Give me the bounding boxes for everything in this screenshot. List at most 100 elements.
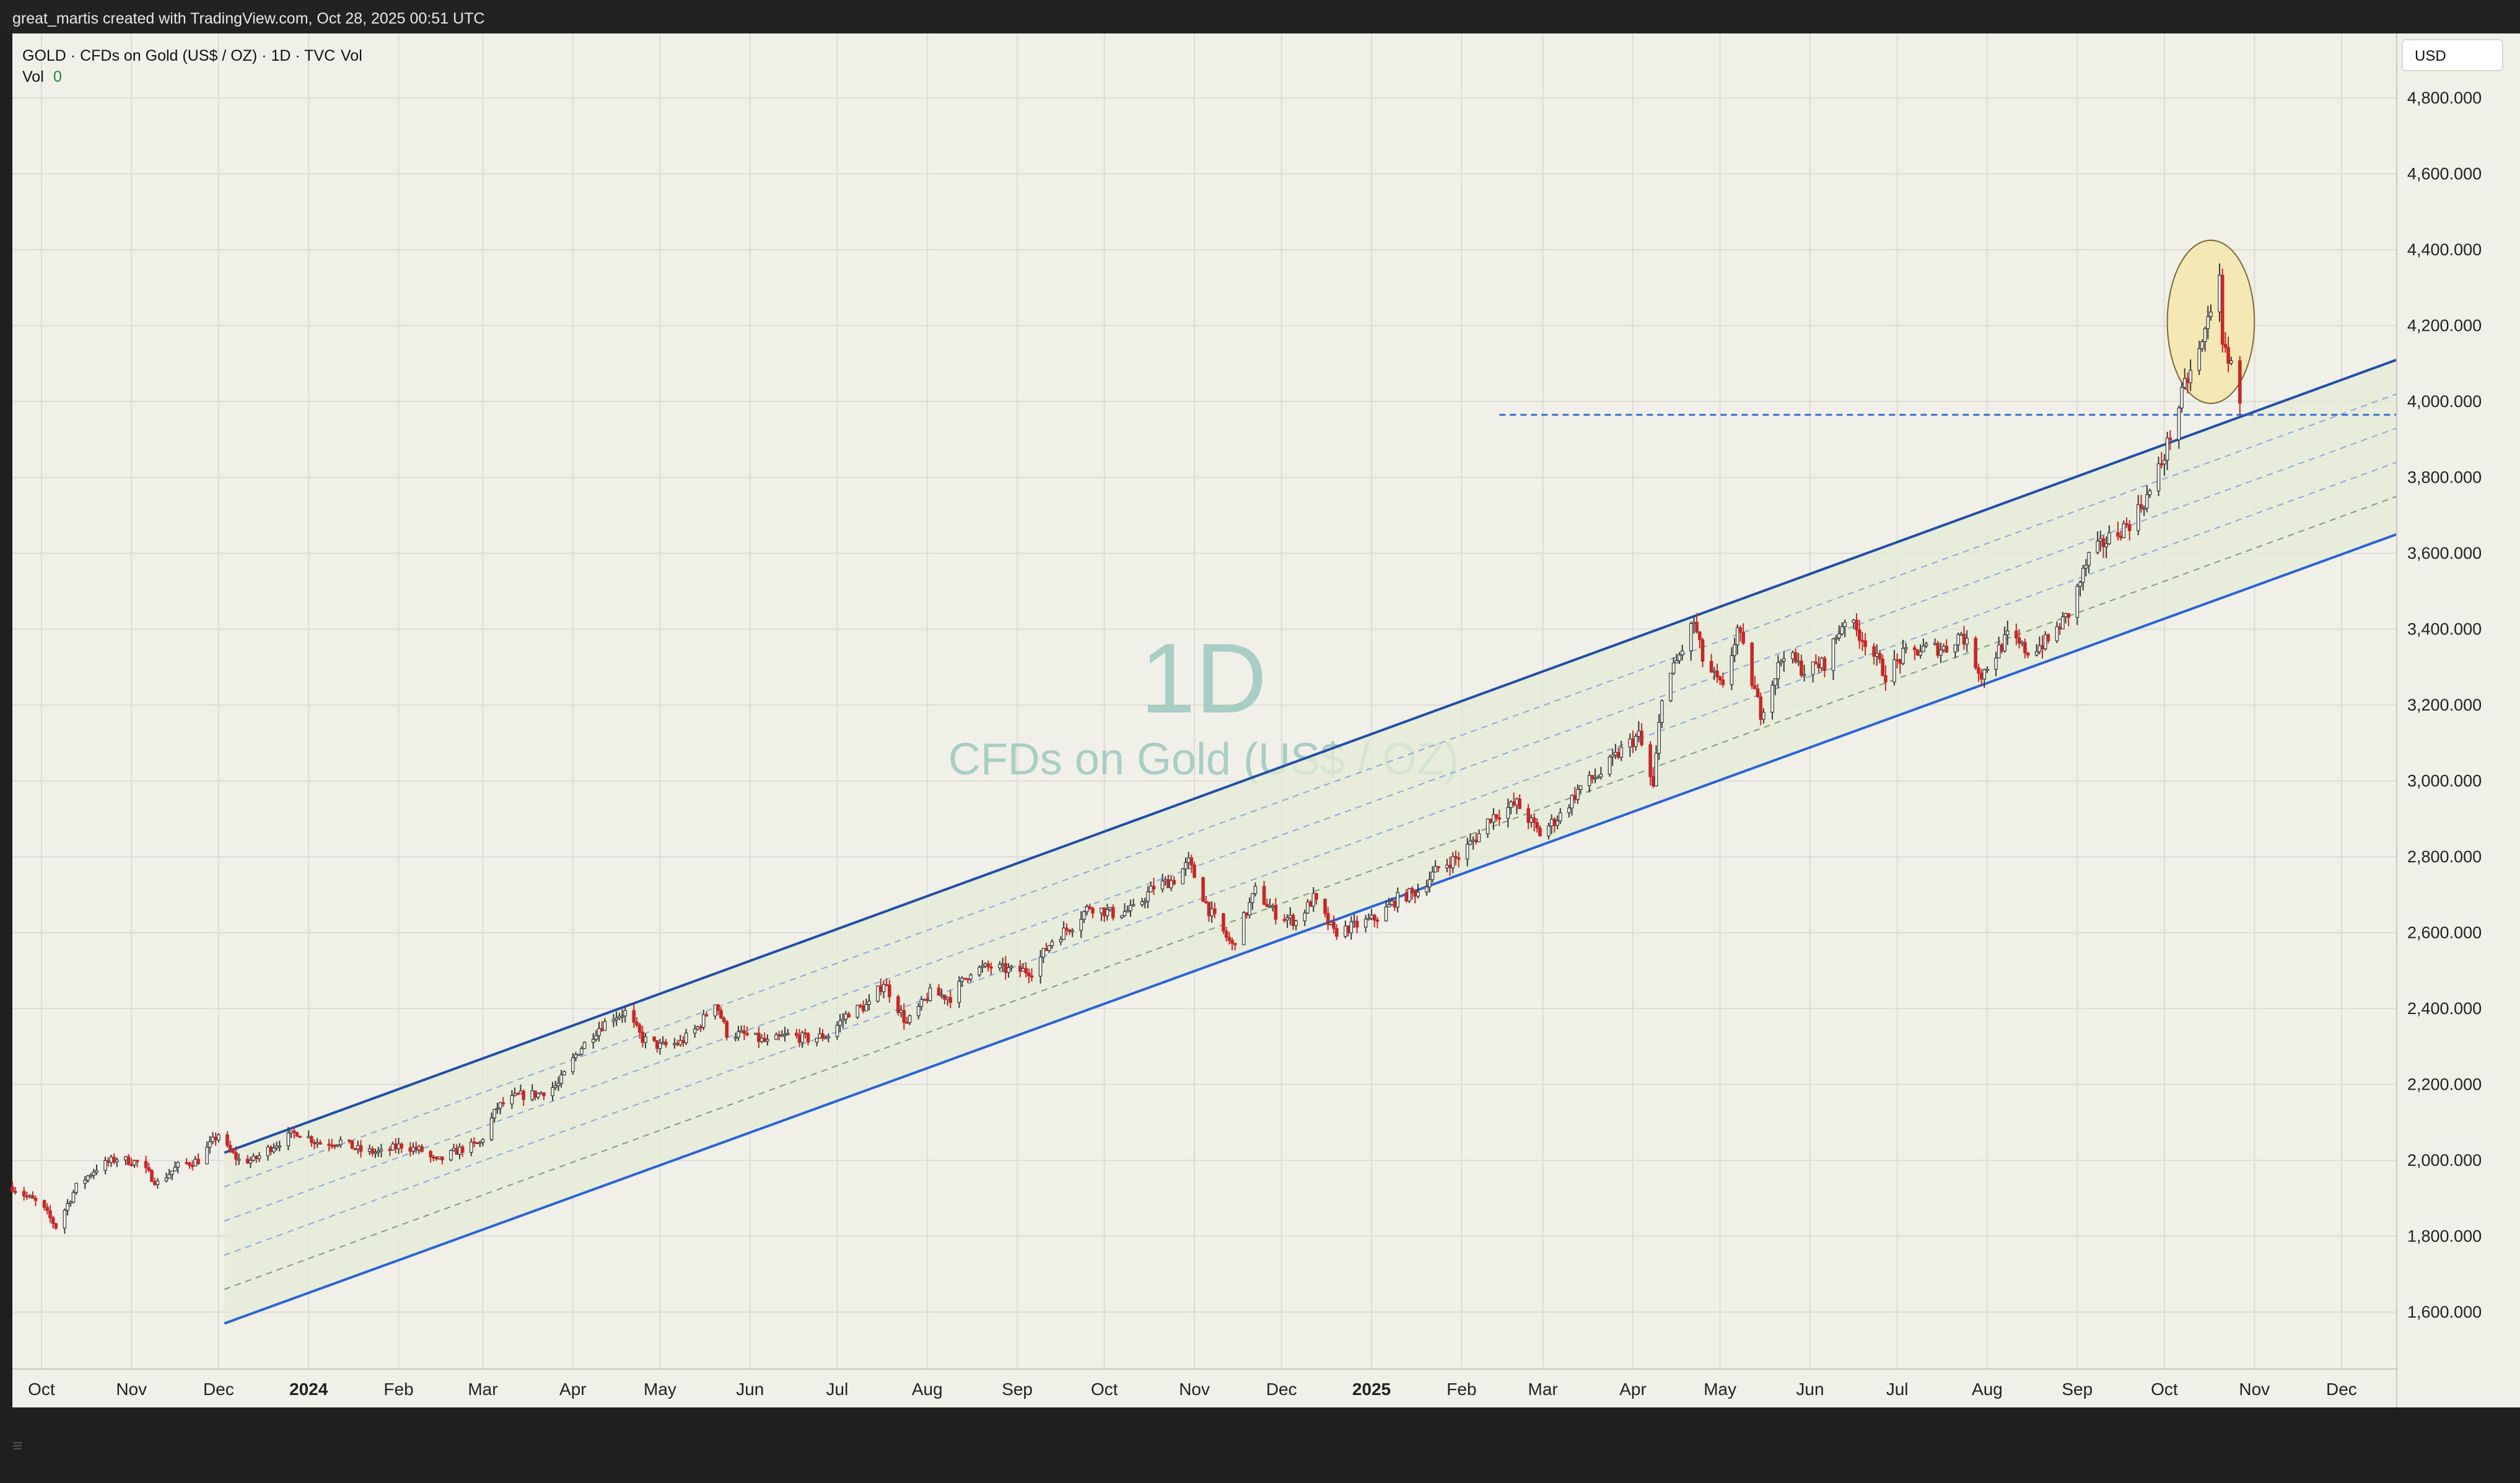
candle-body [1689,623,1693,652]
candle-body [536,1093,540,1098]
candle-body [1393,901,1397,908]
candle-body [1102,908,1106,917]
candle-body [1227,937,1232,941]
price-tick-label: 2,400.000 [2407,999,2482,1018]
candle-body [170,1170,174,1175]
candle-body [2203,328,2207,343]
candle-body [391,1144,395,1151]
candle-body [1506,807,1510,819]
candle-body [1532,817,1536,823]
candle-body [1817,663,1821,668]
candle-body [1515,798,1519,806]
time-axis-labels[interactable]: Oct Nov Dec 2024 Feb Mar Apr May Jun Jul Aug Sep Oct… [28,1380,2357,1399]
candle-body [1965,637,1969,645]
candle-body [2223,344,2228,348]
candle-body [2180,387,2184,409]
candle-body [1654,753,1658,787]
candle-body [71,1192,76,1203]
candle-body [2075,585,2080,618]
candle-body [777,1034,781,1036]
candle-body [948,997,953,1003]
candle-body [719,1010,723,1019]
candle-body [1671,662,1676,674]
candle-body [489,1118,494,1140]
candle-body [1634,736,1638,747]
candle-body [582,1042,587,1049]
candle-body [1210,908,1214,917]
candle-body [864,1004,868,1012]
price-tick-label: 2,800.000 [2407,847,2482,866]
candle-body [2046,634,2050,642]
candle-body [1262,886,1266,905]
candle-body [533,1090,537,1098]
candle-body [255,1155,258,1160]
candle-body [492,1109,497,1119]
candle-body [1070,930,1074,932]
time-tick-label: Nov [116,1380,147,1399]
candle-body [211,1137,215,1142]
candle-body [1637,730,1641,737]
legend-symbol-line[interactable]: GOLD · CFDs on Gold (US$ / OZ) · 1D · TV… [22,47,335,64]
candle-body [1390,901,1394,905]
candle-body [458,1147,462,1155]
candle-body [675,1043,680,1045]
candle-body [2078,582,2082,587]
candle-body [1939,649,1943,656]
candle-body [13,1191,17,1193]
candle-body [641,1031,645,1043]
candle-body [22,1191,26,1197]
candle-body [1454,856,1458,859]
candle-body [1251,893,1254,903]
candle-body [766,1039,769,1042]
candle-body [2058,626,2062,630]
candle-body [1489,818,1493,823]
candle-body [943,994,947,1000]
candle-body [1526,808,1531,823]
candle-body [1079,919,1083,931]
candle-body [1047,945,1051,951]
candle-body [2096,540,2099,553]
candle-body [1628,738,1632,748]
candle-body [28,1195,32,1197]
candle-body [1578,785,1583,790]
candle-body [1750,642,1754,686]
candle-body [1898,659,1902,664]
candle-body [501,1102,505,1105]
candle-body [1265,904,1269,907]
candle-body [1445,865,1449,868]
candle-body [1559,812,1562,821]
candle-body [481,1139,485,1143]
time-tick-label: Feb [1446,1380,1476,1399]
regression-channel[interactable] [224,358,2397,1325]
candle-body [396,1144,401,1150]
candle-body [1207,901,1211,917]
price-axis-panel[interactable] [2397,33,2520,1407]
candle-body [1611,755,1614,758]
time-tick-label: Apr [1619,1380,1647,1399]
candle-body [1733,644,1736,656]
candle-body [1007,967,1010,973]
currency-button[interactable]: USD [2402,39,2503,71]
candle-body [2125,523,2128,525]
candle-body [1468,841,1472,845]
candle-body [74,1183,78,1193]
candle-body [1857,629,1862,641]
candle-body [1657,722,1661,754]
candle-body [2063,613,2068,618]
candle-body [1512,801,1516,806]
candle-body [1695,621,1699,632]
time-tick-label: Dec [203,1380,234,1399]
candle-body [452,1148,456,1151]
candle-body [86,1175,90,1181]
time-tick-label: 2024 [289,1380,328,1399]
candle-body [367,1148,372,1152]
candle-body [417,1146,421,1150]
candle-body [1985,668,1989,671]
candle-body [2037,645,2042,652]
candle-body [1129,904,1132,911]
candle-body [989,966,993,969]
candle-body [1796,660,1801,663]
candle-body [2034,651,2039,656]
candle-body [928,987,932,1001]
